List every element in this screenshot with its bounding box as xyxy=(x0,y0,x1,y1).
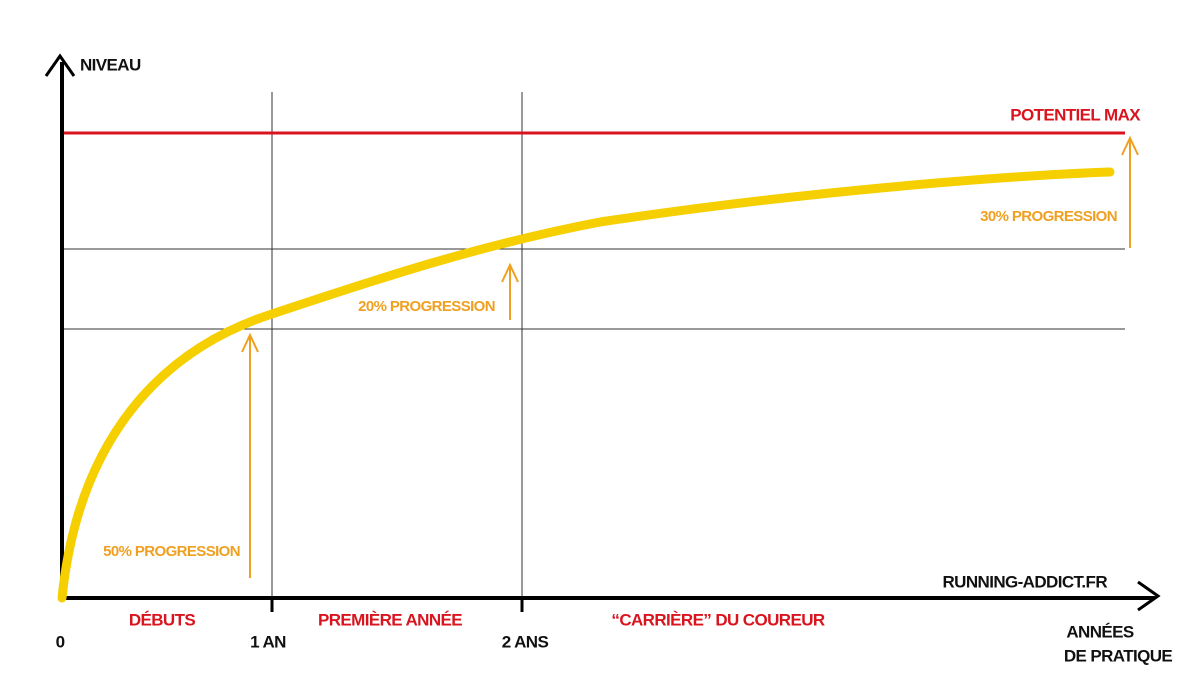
grid xyxy=(62,92,1125,598)
max-label: POTENTIEL MAX xyxy=(1010,105,1141,124)
tick-label: 1 AN xyxy=(250,632,286,651)
axes xyxy=(44,53,1161,612)
progression-label: 30% PROGRESSION xyxy=(980,208,1117,225)
x-axis-label: ANNÉES xyxy=(1066,622,1134,641)
progress-curve xyxy=(57,167,1115,603)
tick-label: 0 xyxy=(56,632,65,651)
phase-label: PREMIÈRE ANNÉE xyxy=(318,610,462,629)
phase-label: “CARRIÈRE” DU COUREUR xyxy=(611,610,824,629)
progress-arrows xyxy=(241,135,1139,578)
progression-label: 20% PROGRESSION xyxy=(358,298,495,315)
tick-label: 2 ANS xyxy=(502,632,549,651)
phase-label: DÉBUTS xyxy=(129,610,196,629)
progression-label: 50% PROGRESSION xyxy=(103,543,240,560)
source: RUNNING-ADDICT.FR xyxy=(942,572,1107,591)
x-axis-label: DE PRATIQUE xyxy=(1064,646,1173,665)
y-axis-label: NIVEAU xyxy=(80,55,141,74)
